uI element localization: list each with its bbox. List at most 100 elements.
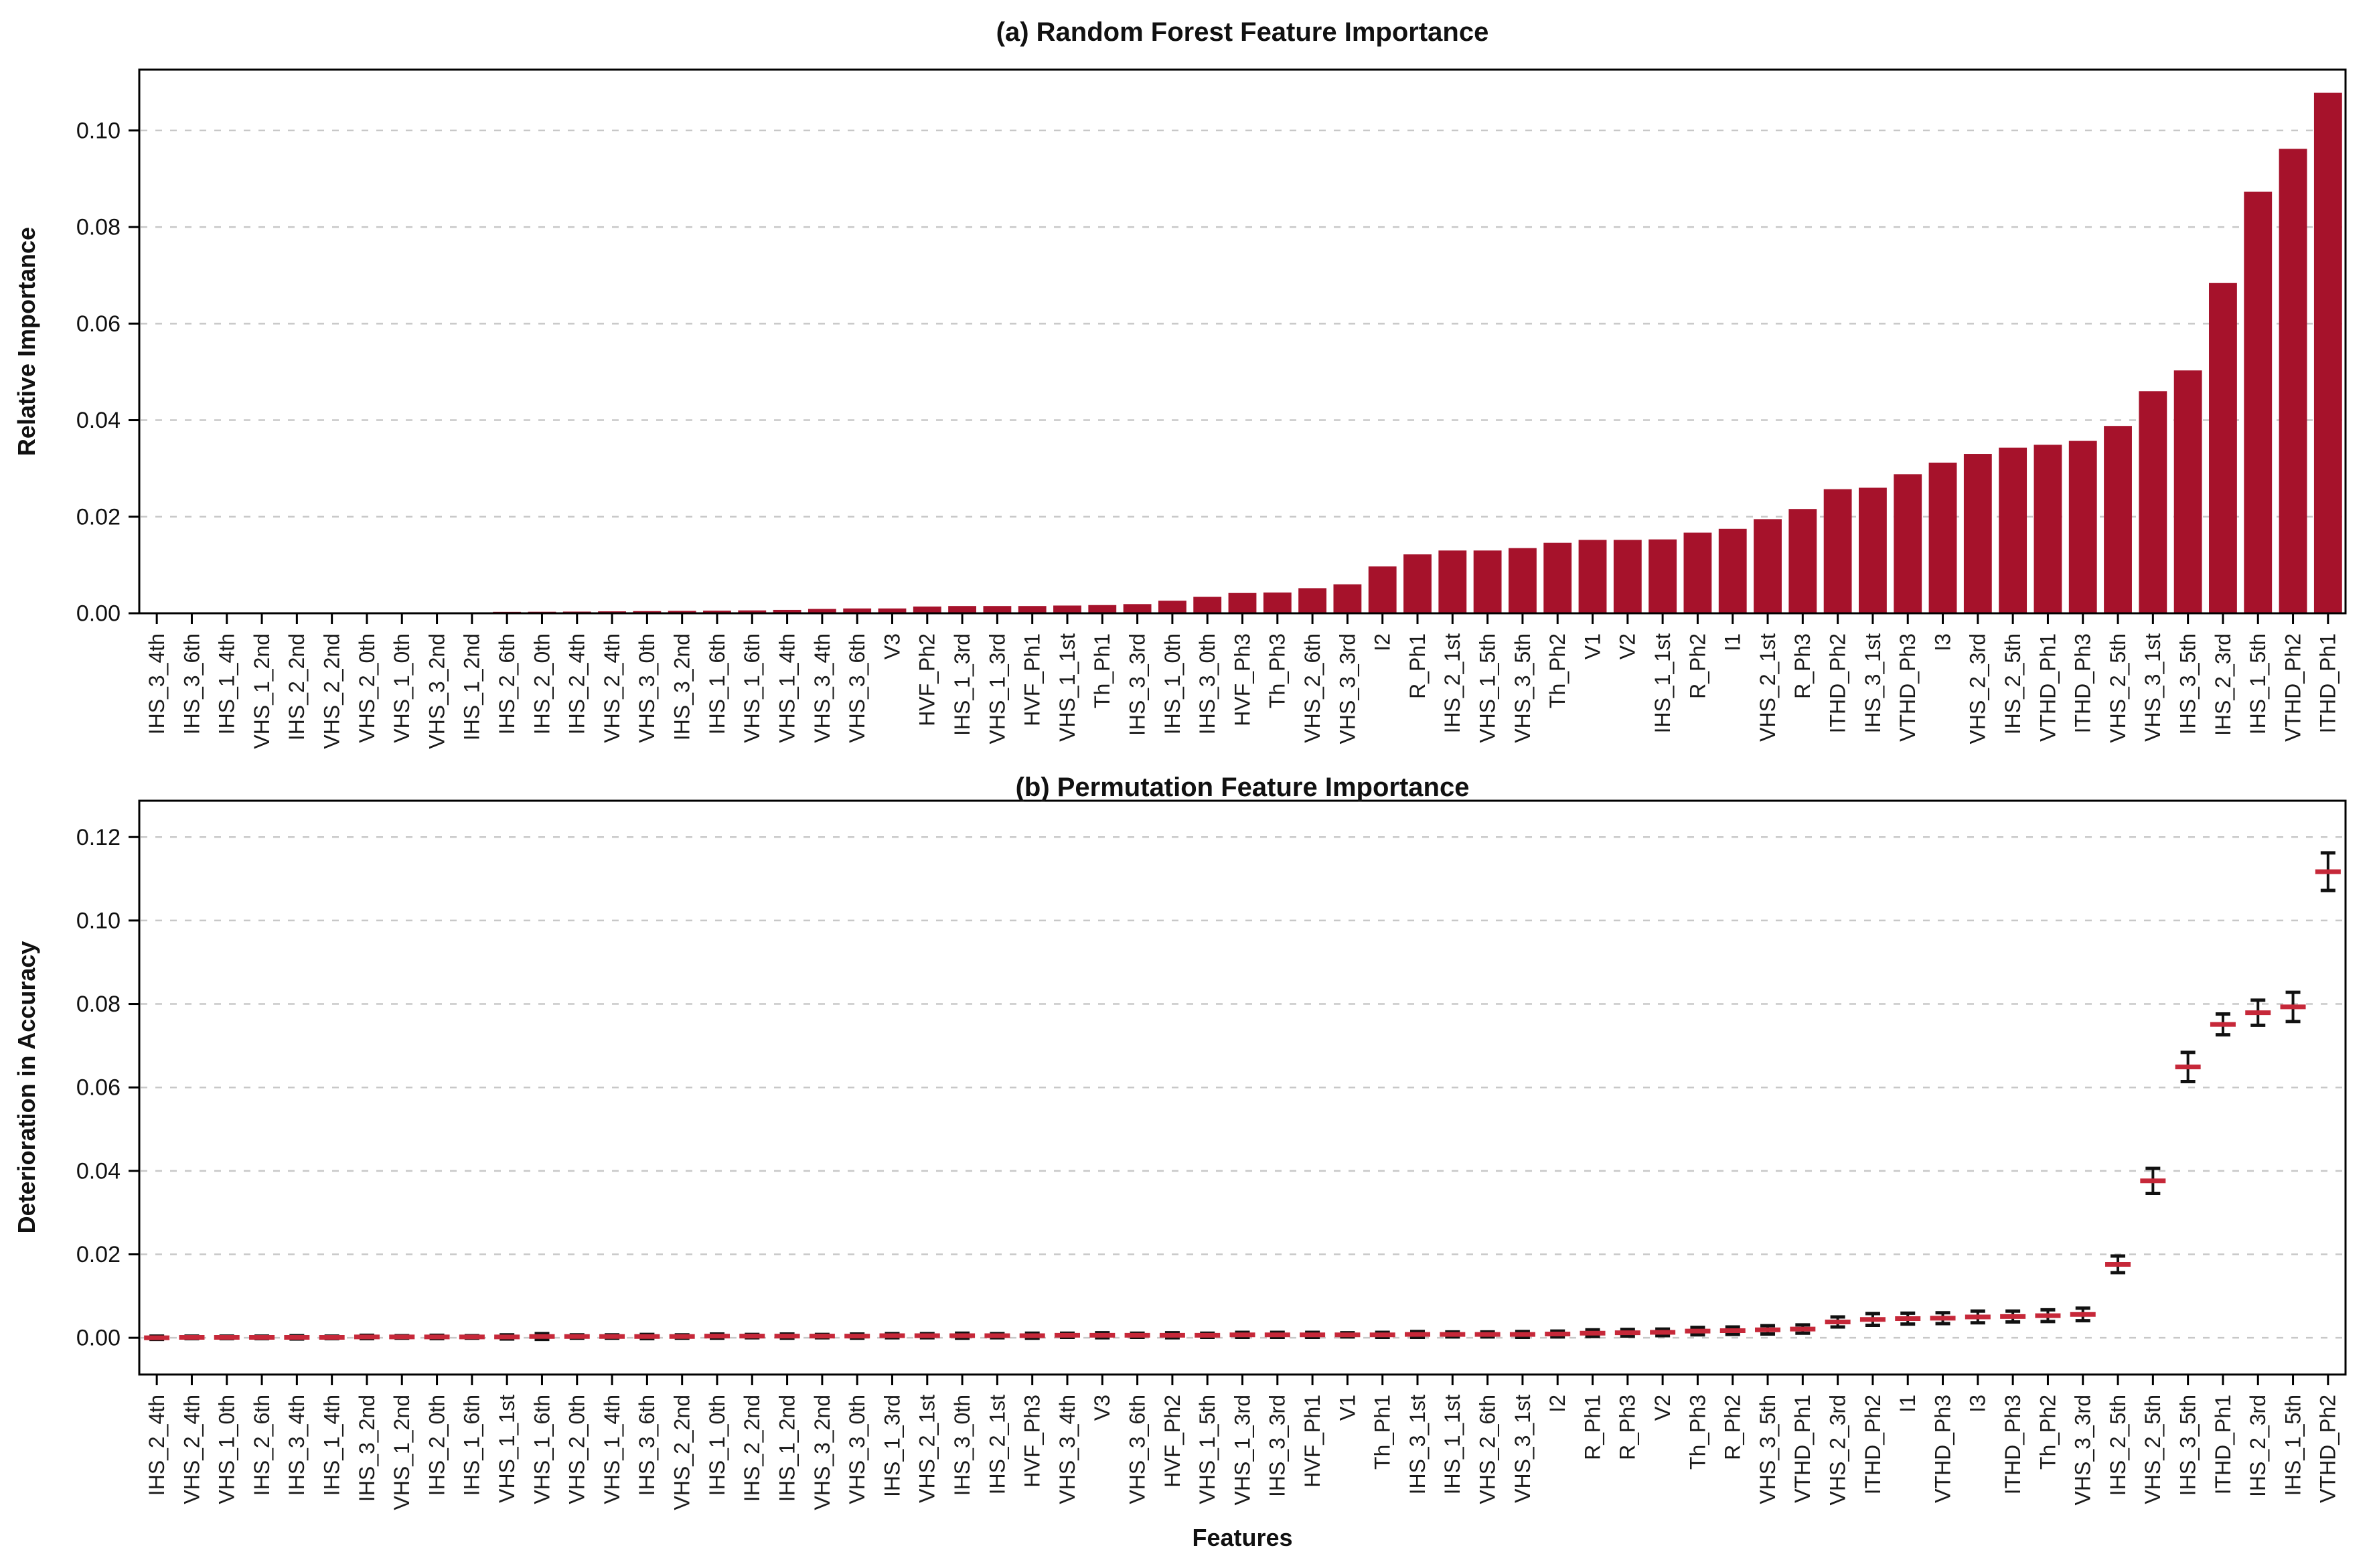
x-tick-label: IHS_3_6th [179, 633, 204, 734]
x-tick-label: IHS_2_2nd [285, 633, 309, 740]
x-tick-label: I1 [1896, 1395, 1920, 1413]
error-bar-point [1369, 1330, 1395, 1340]
x-tick-label: VHS_1_3rd [1230, 1395, 1254, 1505]
error-bar-point [1089, 1331, 1116, 1340]
error-bar-point [2070, 1306, 2096, 1323]
bar [808, 609, 836, 613]
bar [1158, 601, 1186, 613]
error-bar-point [914, 1332, 940, 1340]
x-tick-label: IHS_1_3rd [880, 1395, 904, 1497]
bar [1473, 550, 1502, 613]
bar [2244, 191, 2273, 613]
y-tick-label: 0.10 [76, 908, 121, 933]
gridlines [141, 836, 2344, 1339]
x-tick-label: IHS_3_0th [950, 1395, 974, 1496]
bar [2139, 391, 2167, 613]
error-bar-point [1895, 1311, 1921, 1326]
bar [1053, 605, 1081, 613]
y-tick-label: 0.08 [76, 992, 121, 1017]
x-tick-label: VTHD_Ph3 [1930, 1395, 1954, 1503]
error-bar-point [1650, 1327, 1676, 1338]
x-tick-label: ITHD_Ph3 [2001, 1395, 2025, 1494]
x-tick-label: HVF_Ph2 [1160, 1395, 1184, 1488]
bar [668, 611, 696, 613]
bar [1543, 542, 1572, 613]
x-tick-label: VHS_1_5th [1475, 633, 1499, 743]
error-bar-point [2245, 998, 2271, 1027]
panel-b-title: (b) Permutation Feature Importance [1015, 773, 1470, 802]
x-tick-label: HVF_Ph3 [1230, 633, 1254, 726]
x-tick-label: R_Ph1 [1580, 1395, 1604, 1460]
x-tick-label: VHS_3_2nd [425, 633, 449, 749]
x-tick-label: VHS_3_0th [635, 633, 659, 743]
x-tick-label: I2 [1545, 1395, 1569, 1413]
bar [1928, 463, 1957, 613]
error-bar-point [214, 1334, 240, 1340]
x-tick-label: IHS_3_5th [2176, 1395, 2200, 1496]
x-tick-label: VHS_1_0th [390, 633, 414, 743]
x-tick-label: IHS_3_2nd [670, 633, 694, 740]
x-tick-label: V2 [1651, 1395, 1675, 1421]
x-tick-label: VHS_2_0th [565, 1395, 589, 1504]
x-tick-label: VHS_3_3rd [2071, 1395, 2095, 1505]
x-tick-label: HVF_Ph1 [1020, 633, 1045, 726]
bar [1508, 548, 1537, 613]
x-tick-label: IHS_2_5th [2001, 633, 2025, 734]
error-bar-point [389, 1334, 415, 1340]
x-tick-label: IHS_1_2nd [775, 1395, 799, 1502]
error-bar-point [494, 1333, 520, 1341]
x-tick-label: IHS_3_3rd [1266, 1395, 1290, 1497]
x-tick-label: VHS_2_1st [1756, 633, 1780, 742]
x-tick-label: IHS_1_5th [2246, 633, 2270, 734]
bar [1859, 487, 1887, 613]
bar [1999, 447, 2027, 613]
x-tick-label: VHS_2_0th [355, 633, 379, 743]
x-axis-ticks: IHS_2_4th VHS_2_4th VHS_1_0th IHS_2_6th IHS_… [145, 1375, 2340, 1510]
error-bar-point [1019, 1331, 1045, 1340]
error-bar-point [669, 1333, 695, 1340]
bar [1788, 509, 1817, 613]
bar [2034, 445, 2062, 613]
x-tick-label: VHS_3_3rd [1335, 633, 1359, 744]
x-tick-label: Th_Ph3 [1685, 1395, 1709, 1470]
bar [1683, 532, 1712, 613]
error-bar-point [1229, 1330, 1255, 1340]
x-tick-label: IHS_3_4th [145, 633, 169, 734]
x-tick-label: IHS_2_2nd [740, 1395, 764, 1502]
x-tick-label: VHS_3_5th [1756, 1395, 1780, 1504]
error-bar-point [2280, 990, 2306, 1024]
x-tick-label: IHS_1_2nd [460, 633, 484, 740]
x-tick-label: IHS_2_6th [250, 1395, 274, 1496]
x-tick-label: Th_Ph1 [1371, 1395, 1395, 1470]
x-tick-label: IHS_2_6th [495, 633, 519, 734]
x-tick-label: VHS_1_3rd [985, 633, 1009, 744]
bar [1403, 554, 1432, 613]
panel-b-y-axis-label: Deterioration in Accuracy [13, 941, 40, 1234]
error-bar-point [879, 1332, 905, 1340]
x-tick-label: VHS_3_5th [1511, 633, 1535, 743]
x-tick-label: ITHD_Ph2 [1826, 633, 1850, 733]
x-tick-label: VTHD_Ph2 [2316, 1395, 2340, 1503]
x-tick-label: R_Ph2 [1685, 633, 1709, 699]
x-tick-label: VHS_2_5th [2141, 1395, 2165, 1504]
bar [948, 606, 977, 613]
x-tick-label: ITHD_Ph1 [2211, 1395, 2235, 1494]
x-tick-label: R_Ph2 [1721, 1395, 1745, 1460]
x-tick-label: VHS_2_3rd [1966, 633, 1990, 744]
x-tick-label: Th_Ph3 [1266, 633, 1290, 708]
x-tick-label: IHS_3_0th [1195, 633, 1219, 734]
x-tick-label: V3 [880, 633, 904, 659]
x-tick-label: VTHD_Ph1 [2036, 633, 2060, 742]
error-bar-point [319, 1334, 345, 1340]
x-tick-label: IHS_2_1st [985, 1395, 1009, 1495]
bar [1123, 604, 1152, 613]
error-bar-point [1054, 1331, 1080, 1340]
bar [1298, 588, 1327, 613]
x-tick-label: I1 [1721, 633, 1745, 651]
bar [843, 608, 872, 613]
bar [703, 611, 731, 613]
permutation-feature-importance: 0.00 0.02 0.04 0.06 0.08 0.10 0.12 IHS_2_4th VHS… [76, 799, 2347, 1510]
x-axis-label: Features [1192, 1524, 1293, 1551]
x-tick-label: VHS_1_6th [530, 1395, 554, 1504]
